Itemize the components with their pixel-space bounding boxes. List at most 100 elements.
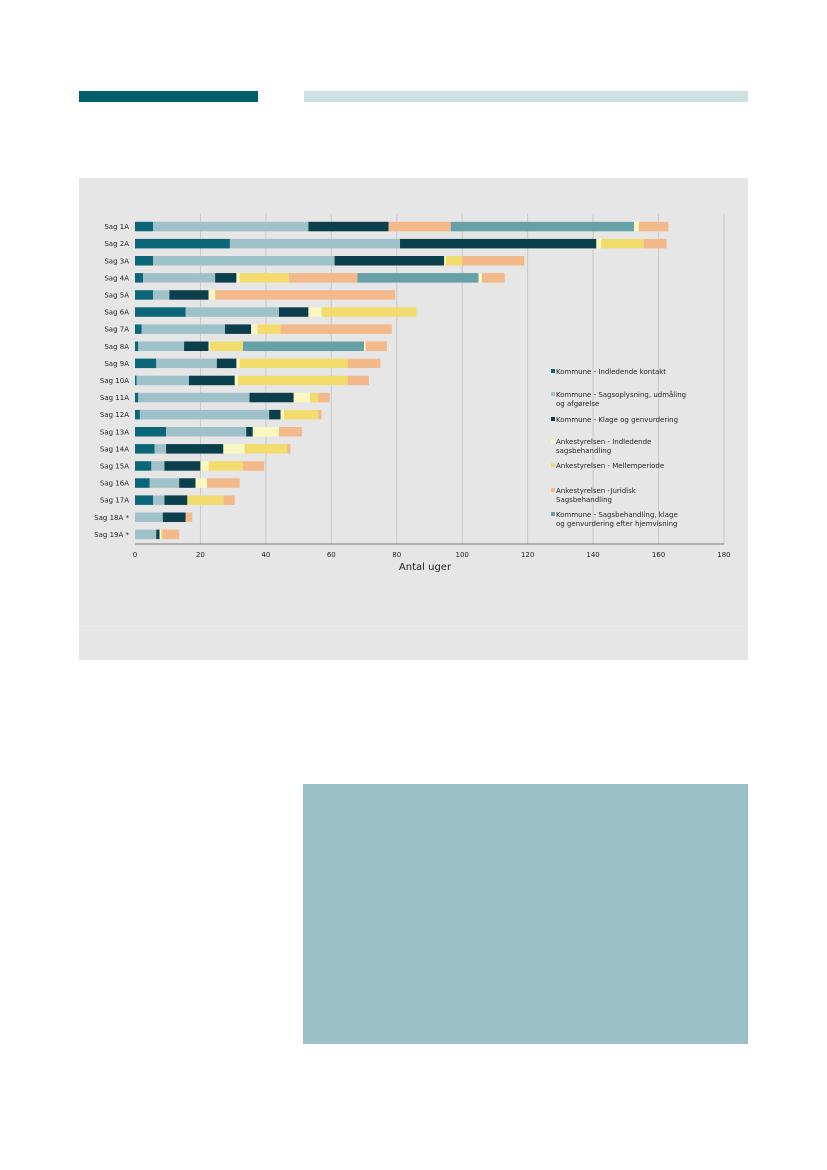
bar-1-seg-3	[596, 238, 602, 249]
bar-2-seg-2	[334, 256, 445, 266]
legend-swatch-4	[551, 463, 555, 467]
category-label-8: Sag 9A	[104, 360, 129, 368]
category-label-0: Sag 1A	[104, 223, 129, 231]
bar-14-seg-0	[135, 461, 152, 471]
x-tick-label-0: 0	[133, 551, 137, 559]
bar-9-seg-1	[136, 375, 189, 386]
category-label-12: Sag 13A	[100, 428, 129, 436]
x-tick-label-4: 80	[392, 551, 401, 559]
bar-3-seg-1	[143, 273, 216, 283]
bar-17-seg-2	[162, 512, 186, 522]
bar-7-seg-8	[365, 341, 387, 351]
bar-12-seg-2	[246, 427, 253, 437]
bar-9-seg-3	[234, 375, 239, 386]
bar-7-seg-0	[135, 341, 139, 351]
category-label-2: Sag 3A	[104, 257, 129, 265]
bar-13-seg-5	[287, 444, 291, 454]
x-tick-label-9: 180	[717, 551, 730, 559]
bar-0-seg-6	[450, 221, 634, 232]
bar-1-seg-2	[400, 238, 597, 249]
bar-8-seg-0	[135, 358, 157, 369]
bar-7-seg-1	[138, 341, 185, 351]
bar-4-seg-2	[169, 290, 209, 300]
bar-13-seg-2	[166, 444, 224, 454]
bar-3-seg-7	[478, 273, 482, 283]
legend-label-1: Kommune - Sagsoplysning, udmåling og afgø…	[556, 390, 686, 408]
category-label-5: Sag 6A	[104, 309, 129, 317]
category-label-14: Sag 15A	[100, 462, 129, 470]
bar-7-seg-2	[184, 341, 209, 351]
bar-6-seg-2	[224, 324, 252, 334]
bar-1-seg-5	[643, 238, 667, 249]
text-box	[303, 784, 748, 1044]
bar-2-seg-0	[135, 256, 153, 266]
bar-7-seg-4	[210, 341, 243, 351]
bar-1-seg-0	[135, 238, 230, 249]
bar-11-seg-2	[269, 409, 281, 420]
bar-3-seg-8	[481, 273, 505, 283]
bar-0-seg-5	[388, 221, 451, 232]
bar-4-seg-0	[135, 290, 153, 300]
bar-15-seg-0	[135, 478, 150, 488]
legend-swatch-0	[551, 369, 555, 373]
legend-swatch-3	[551, 439, 555, 443]
bar-3-seg-3	[236, 273, 240, 283]
bar-5-seg-4	[321, 307, 417, 317]
bar-9-seg-4	[238, 375, 348, 386]
category-label-16: Sag 17A	[100, 497, 129, 505]
bar-6-seg-3	[251, 324, 258, 334]
bar-16-seg-1	[152, 495, 165, 505]
bar-12-seg-5	[278, 427, 302, 437]
bar-18-seg-5	[162, 529, 180, 540]
x-tick-label-1: 20	[196, 551, 205, 559]
bar-0-seg-7	[633, 221, 639, 232]
bar-4-seg-5	[215, 290, 396, 300]
category-label-13: Sag 14A	[100, 445, 129, 453]
bar-11-seg-4	[283, 409, 319, 420]
legend-swatch-6	[551, 512, 555, 516]
category-label-3: Sag 4A	[104, 274, 129, 282]
bar-16-seg-2	[164, 495, 188, 505]
header-light-bar	[304, 91, 748, 102]
bar-12-seg-1	[166, 427, 247, 437]
bar-10-seg-2	[249, 392, 294, 403]
bar-14-seg-2	[164, 461, 201, 471]
category-label-1: Sag 2A	[104, 240, 129, 248]
bar-6-seg-4	[257, 324, 281, 334]
legend-label-6: Kommune - Sagsbehandling, klage og genvur…	[556, 511, 678, 528]
legend-label-5: Ankestyrelsen -Juridisk Sagsbehandling	[556, 487, 637, 504]
bar-10-seg-5	[318, 392, 330, 403]
bar-18-seg-2	[156, 529, 160, 540]
category-label-18: Sag 19A *	[94, 531, 129, 539]
legend-swatch-5	[551, 488, 555, 492]
bar-3-seg-6	[357, 273, 479, 283]
bar-16-seg-0	[135, 495, 153, 505]
bar-3-seg-4	[239, 273, 289, 283]
x-axis-label: Antal uger	[399, 562, 452, 573]
bar-8-seg-2	[216, 358, 237, 369]
bar-13-seg-4	[244, 444, 288, 454]
bar-2-seg-4	[445, 256, 463, 266]
bar-5-seg-0	[135, 307, 186, 317]
bar-6-seg-5	[280, 324, 392, 334]
x-tick-label-8: 160	[652, 551, 665, 559]
bar-2-seg-1	[152, 256, 335, 266]
bar-7-seg-6	[242, 341, 365, 351]
bar-12-seg-0	[135, 427, 167, 437]
bar-15-seg-5	[206, 478, 240, 488]
bar-7-seg-3	[208, 341, 211, 351]
bar-10-seg-0	[135, 392, 139, 403]
bar-4-seg-3	[208, 290, 216, 300]
category-label-17: Sag 18A *	[94, 514, 129, 522]
chart-panel-divider	[79, 626, 748, 627]
bar-3-seg-2	[215, 273, 237, 283]
bar-14-seg-3	[200, 461, 209, 471]
category-label-9: Sag 10A	[100, 377, 129, 385]
bar-17-seg-5	[185, 512, 193, 522]
bar-18-seg-1	[135, 529, 157, 540]
legend-label-0: Kommune - Indledende kontakt	[556, 368, 666, 376]
x-tick-label-3: 60	[327, 551, 336, 559]
bar-16-seg-4	[187, 495, 224, 505]
bar-10-seg-3	[293, 392, 311, 403]
header-accent-bar	[79, 91, 258, 102]
